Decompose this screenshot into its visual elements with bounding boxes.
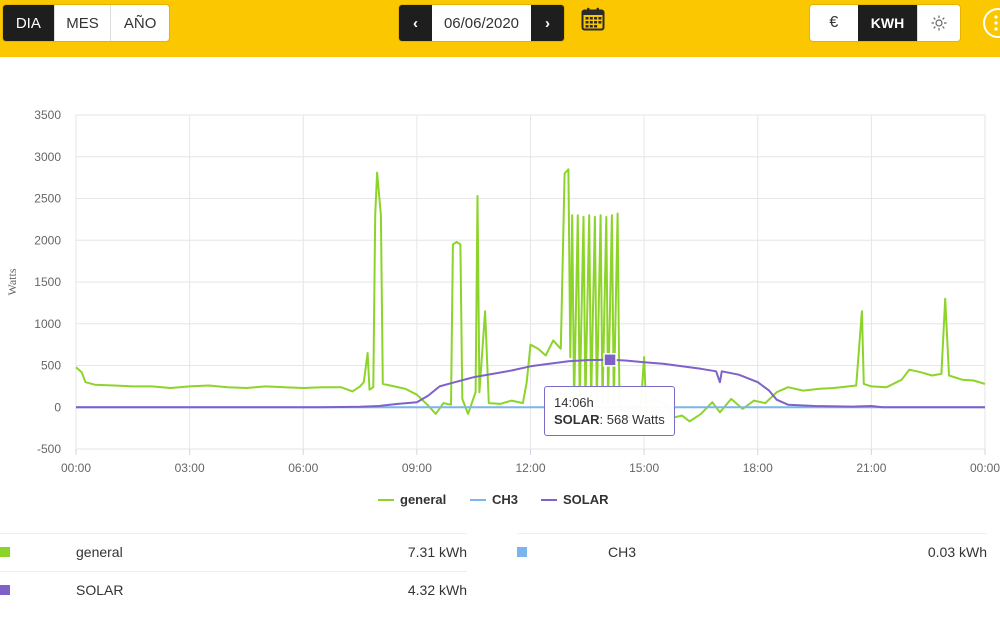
period-day-button[interactable]: DIA (3, 5, 54, 41)
x-tick-label: 00:00 (970, 461, 1000, 475)
y-tick-label: 500 (41, 359, 61, 373)
period-selector: DIA MES AÑO (3, 5, 169, 41)
legend-line-general (378, 498, 394, 501)
top-toolbar: DIA MES AÑO ‹ 06/06/2020 › € KWH (0, 0, 1000, 57)
currency-unit-button[interactable]: € (810, 5, 858, 41)
total-row-general: general 7.31 kWh (0, 533, 467, 570)
legend-line-ch3 (470, 498, 486, 501)
y-tick-label: 1000 (34, 317, 61, 331)
legend-item-solar[interactable]: SOLAR (541, 492, 609, 507)
y-tick-label: 0 (54, 400, 61, 414)
color-swatch-ch3 (517, 547, 527, 557)
color-swatch-general (0, 547, 10, 557)
kwh-unit-button[interactable]: KWH (857, 5, 918, 41)
x-tick-label: 12:00 (515, 461, 545, 475)
y-tick-label: 2000 (34, 233, 61, 247)
legend-line-solar (541, 498, 557, 501)
tooltip-point-marker (603, 353, 617, 367)
y-tick-label: 3000 (34, 150, 61, 164)
total-row-solar: SOLAR 4.32 kWh (0, 571, 467, 608)
next-date-button[interactable]: › (531, 5, 564, 41)
color-swatch-solar (0, 585, 10, 595)
more-vertical-icon (994, 15, 998, 31)
y-tick-label: 2500 (34, 192, 61, 206)
legend-label-solar: SOLAR (563, 492, 609, 507)
total-name: CH3 (608, 544, 637, 560)
total-value: 4.32 kWh (407, 582, 467, 598)
calendar-icon[interactable] (581, 7, 605, 31)
legend-label-ch3: CH3 (492, 492, 519, 507)
y-tick-label: -500 (37, 442, 61, 456)
total-name: SOLAR (76, 582, 124, 598)
y-tick-label: 1500 (34, 275, 61, 289)
x-tick-label: 00:00 (61, 461, 91, 475)
sun-icon (931, 15, 947, 31)
y-tick-label: 3500 (34, 108, 61, 122)
x-tick-label: 21:00 (856, 461, 886, 475)
date-field[interactable]: 06/06/2020 (432, 5, 531, 41)
period-month-button[interactable]: MES (53, 5, 111, 41)
chart-legend: general CH3 SOLAR (0, 492, 1000, 510)
power-unit-button[interactable] (917, 5, 960, 41)
date-navigator: ‹ 06/06/2020 › (399, 5, 564, 41)
total-value: 7.31 kWh (407, 544, 467, 560)
y-axis-title: Watts (5, 268, 19, 295)
series-line-solar (76, 358, 985, 409)
x-tick-label: 03:00 (175, 461, 205, 475)
power-chart: 3500 3000 2500 2000 1500 1000 500 0 -500 00:00 03:… (0, 95, 1000, 520)
tooltip-value-line: SOLAR: 568 Watts (554, 412, 665, 427)
legend-item-ch3[interactable]: CH3 (470, 492, 518, 507)
x-tick-label: 09:00 (402, 461, 432, 475)
tooltip-time: 14:06h (554, 395, 594, 410)
x-tick-label: 15:00 (629, 461, 659, 475)
total-value: 0.03 kWh (927, 544, 987, 560)
tooltip-series: SOLAR (554, 412, 600, 427)
total-name: general (76, 544, 123, 560)
legend-item-general[interactable]: general (378, 492, 446, 507)
series-line-general (75, 168, 986, 423)
tooltip-value: 568 Watts (606, 412, 665, 427)
legend-label-general: general (400, 492, 447, 507)
total-row-ch3: CH3 0.03 kWh (517, 533, 987, 570)
x-tick-label: 06:00 (288, 461, 318, 475)
period-year-button[interactable]: AÑO (110, 5, 169, 41)
x-tick-label: 18:00 (743, 461, 773, 475)
chart-tooltip: 14:06h SOLAR: 568 Watts (544, 386, 675, 436)
more-options-button[interactable] (983, 8, 1000, 38)
unit-selector: € KWH (810, 5, 960, 41)
previous-date-button[interactable]: ‹ (399, 5, 432, 41)
